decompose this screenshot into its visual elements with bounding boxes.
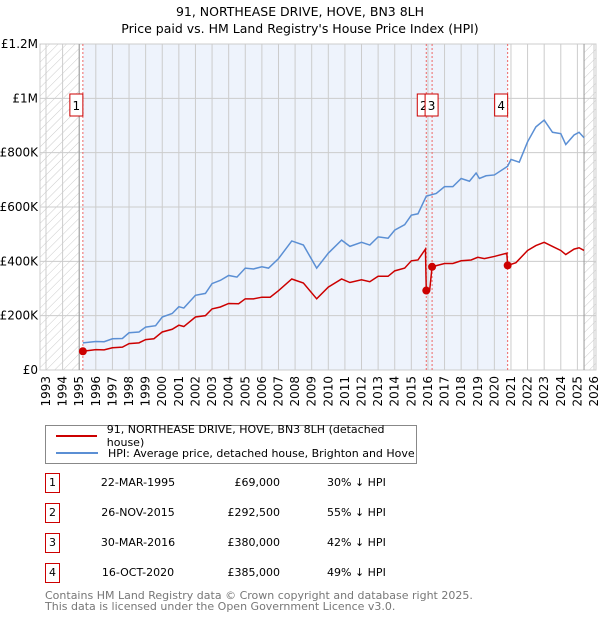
x-tick-label: 2006 xyxy=(255,376,269,407)
x-tick-label: 1999 xyxy=(139,376,153,407)
sale-date: 26-NOV-2015 xyxy=(101,506,175,519)
sale-number-badge: 2 xyxy=(45,503,60,523)
x-tick-label: 2002 xyxy=(188,376,202,407)
footer-licence: This data is licensed under the Open Gov… xyxy=(45,600,396,613)
y-tick-label: £400K xyxy=(0,254,39,268)
x-tick-label: 2011 xyxy=(338,376,352,407)
x-tick-label: 2021 xyxy=(504,376,518,407)
x-tick-label: 2008 xyxy=(288,376,302,407)
y-tick-label: £1.2M xyxy=(1,37,38,51)
legend: 91, NORTHEASE DRIVE, HOVE, BN3 8LH (deta… xyxy=(45,423,417,464)
x-tick-label: 2000 xyxy=(155,376,169,407)
x-tick-label: 1995 xyxy=(72,376,86,407)
x-tick-label: 2010 xyxy=(321,376,335,407)
y-tick-label: £0 xyxy=(23,363,38,377)
sale-hpi-diff: 42% ↓ HPI xyxy=(327,536,386,549)
x-tick-label: 2007 xyxy=(271,376,285,407)
x-tick-label: 2001 xyxy=(172,376,186,407)
y-tick-label: £1M xyxy=(12,91,38,105)
sale-label-1: 1 xyxy=(69,93,84,117)
y-tick-label: £600K xyxy=(0,200,39,214)
x-tick-label: 2018 xyxy=(454,376,468,407)
x-tick-label: 1997 xyxy=(105,376,119,407)
sale-point xyxy=(503,261,512,270)
x-tick-label: 2022 xyxy=(521,376,535,407)
x-tick-label: 2003 xyxy=(205,376,219,407)
x-tick-label: 2026 xyxy=(587,376,600,407)
x-tick-label: 2019 xyxy=(471,376,485,407)
sale-price: £69,000 xyxy=(234,476,281,489)
x-tick-label: 2015 xyxy=(404,376,418,407)
x-tick-label: 2016 xyxy=(421,376,435,407)
sale-label-box xyxy=(424,93,439,117)
sale-price: £380,000 xyxy=(227,536,281,549)
x-tick-label: 2012 xyxy=(355,376,369,407)
hpi-line xyxy=(82,118,585,344)
legend-swatch-blue xyxy=(56,452,98,454)
sale-label-number: 3 xyxy=(428,99,436,113)
sale-point xyxy=(78,347,87,356)
sale-label-box xyxy=(494,93,509,117)
x-tick-label: 2013 xyxy=(371,376,385,407)
legend-item-hpi: HPI: Average price, detached house, Brig… xyxy=(56,445,415,461)
x-tick-label: 2014 xyxy=(388,376,402,407)
x-tick-label: 2017 xyxy=(438,376,452,407)
x-tick-label: 2025 xyxy=(570,376,584,407)
sale-label-3: 3 xyxy=(424,93,439,117)
x-tick-label: 1998 xyxy=(122,376,136,407)
legend-label: HPI: Average price, detached house, Brig… xyxy=(108,446,415,460)
x-tick-label: 2005 xyxy=(238,376,252,407)
x-tick-label: 1994 xyxy=(56,376,70,407)
sale-label-number: 2 xyxy=(420,99,428,113)
sale-hpi-diff: 30% ↓ HPI xyxy=(327,476,386,489)
sale-date: 30-MAR-2016 xyxy=(100,536,176,549)
sale-price: £385,000 xyxy=(227,566,281,579)
chart-subtitle: Price paid vs. HM Land Registry's House … xyxy=(121,21,479,36)
sale-price: £292,500 xyxy=(227,506,281,519)
sale-number-badge: 3 xyxy=(45,533,60,553)
legend-item-property: 91, NORTHEASE DRIVE, HOVE, BN3 8LH (deta… xyxy=(56,423,416,449)
sale-number-badge: 4 xyxy=(45,563,60,583)
x-tick-label: 2020 xyxy=(487,376,501,407)
sale-number-badge: 1 xyxy=(45,473,60,493)
x-tick-label: 1993 xyxy=(39,376,53,407)
y-tick-label: £800K xyxy=(0,146,39,160)
sale-label-4: 4 xyxy=(494,93,509,117)
x-tick-label: 2024 xyxy=(554,376,568,407)
footer-copyright: Contains HM Land Registry data © Crown c… xyxy=(45,589,473,602)
x-tick-label: 2009 xyxy=(305,376,319,407)
x-tick-label: 2004 xyxy=(222,376,236,407)
sale-label-number: 1 xyxy=(73,99,81,113)
chart-title: 91, NORTHEASE DRIVE, HOVE, BN3 8LH xyxy=(175,4,425,19)
sale-date: 16-OCT-2020 xyxy=(101,566,175,579)
sale-label-number: 4 xyxy=(497,99,505,113)
sale-point xyxy=(428,262,437,271)
x-tick-label: 2023 xyxy=(537,376,551,407)
x-tick-label: 1996 xyxy=(89,376,103,407)
sale-hpi-diff: 55% ↓ HPI xyxy=(327,506,386,519)
sale-date: 22-MAR-1995 xyxy=(100,476,176,489)
legend-label: 91, NORTHEASE DRIVE, HOVE, BN3 8LH (deta… xyxy=(106,423,385,449)
price-chart: 1993 1994 1995 1996 1997 1998 1999 2000 2001 2002… xyxy=(0,37,600,407)
sale-label-box xyxy=(69,93,84,117)
y-tick-label: £200K xyxy=(0,309,39,323)
sale-point xyxy=(422,286,431,295)
legend-swatch-red xyxy=(56,435,97,437)
sale-hpi-diff: 49% ↓ HPI xyxy=(327,566,386,579)
